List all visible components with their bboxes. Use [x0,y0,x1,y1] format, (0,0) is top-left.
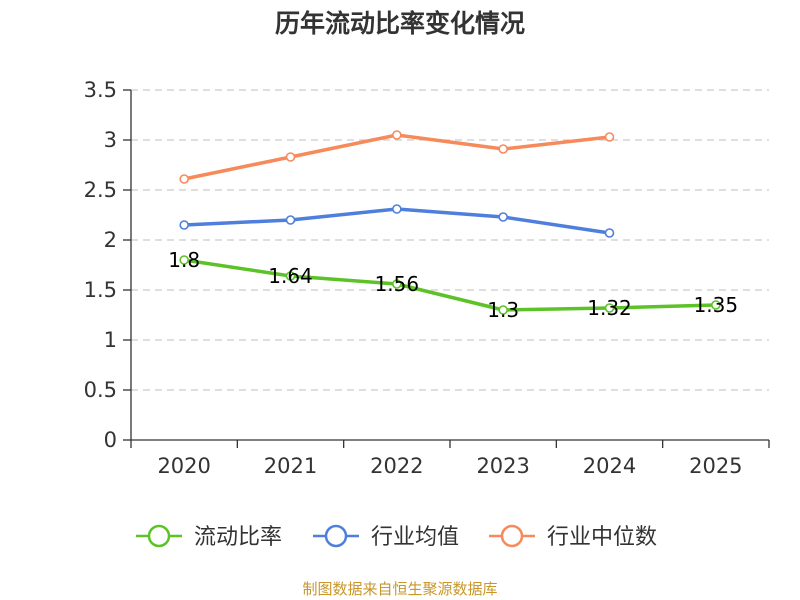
data-point [604,228,615,238]
data-label: 1.56 [375,272,420,296]
y-tick-label: 3 [104,128,117,152]
data-point [498,212,508,222]
y-tick-label: 1.5 [84,278,117,302]
data-label: 1.3 [487,298,519,322]
y-tick-label: 2.5 [84,178,117,202]
data-point [285,215,296,225]
x-tick-label: 2021 [264,454,317,478]
data-point [498,305,508,315]
data-point [604,303,615,313]
data-point [179,220,189,230]
data-label: 1.35 [694,293,739,317]
data-label: 1.32 [587,296,632,320]
grid-lines [131,89,769,391]
chart-title: 历年流动比率变化情况 [275,9,525,38]
x-tick-label: 2023 [476,454,529,478]
data-point [711,300,721,310]
data-point [179,174,189,184]
series-layer [179,130,721,315]
legend-marker [324,524,348,548]
x-tick-label: 2024 [583,454,636,478]
data-point [392,130,402,140]
legend-label: 行业中位数 [547,525,657,550]
data-labels: 1.8 1.64 1.56 1.3 1.32 1.35 [168,248,738,322]
legend-marker [500,524,524,548]
data-point [392,204,402,214]
series-line [182,133,612,181]
axes: 0 0.5 1 1.5 2 2.5 3 3.5 2020 2021 2022 2023 2024 2025 [84,78,770,478]
legend: 流动比率 行业均值 行业中位数 [136,524,657,550]
data-label: 1.8 [168,248,200,272]
y-tick-label: 0.5 [84,378,117,402]
data-point [604,132,615,142]
data-point [498,144,508,154]
legend-label: 行业均值 [371,525,459,550]
data-label: 1.64 [268,264,313,288]
y-tick-label: 3.5 [84,78,117,102]
data-point [285,152,296,162]
data-point [392,279,402,289]
legend-label: 流动比率 [194,525,282,550]
x-tick-label: 2025 [689,454,742,478]
x-tick-label: 2020 [157,454,210,478]
y-tick-label: 1 [104,328,117,352]
x-tick-label: 2022 [370,454,423,478]
legend-marker [147,524,171,548]
y-tick-label: 2 [104,228,117,252]
y-tick-label: 0 [104,428,117,452]
source-note: 制图数据来自恒生聚源数据库 [302,580,497,598]
data-point [285,271,296,281]
series-line [182,258,718,312]
data-point [179,255,189,265]
